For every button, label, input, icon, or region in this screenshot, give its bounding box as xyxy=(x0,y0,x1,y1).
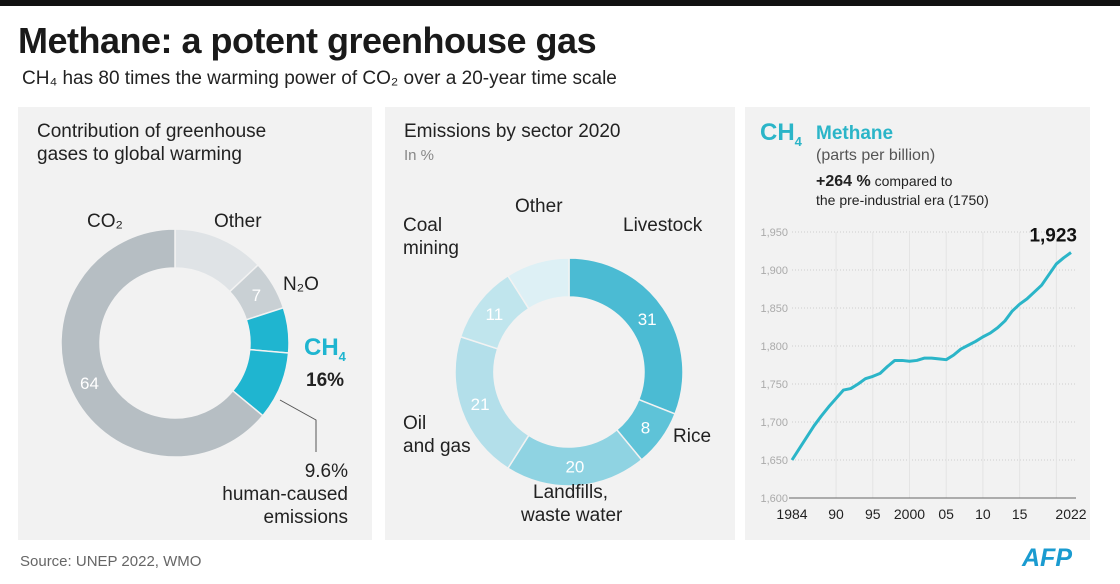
top-bar xyxy=(0,0,1120,6)
sector-donut: 31 8 20 21 11 xyxy=(454,257,684,487)
y-tick-label: 1,600 xyxy=(760,493,788,505)
label-rice: Rice xyxy=(673,426,712,447)
y-tick-label: 1,800 xyxy=(760,341,788,353)
formula-ch4: CH4 xyxy=(760,119,802,149)
y-tick-label: 1,950 xyxy=(760,227,788,239)
afp-logo: AFP xyxy=(1022,544,1072,572)
panel-title: Emissions by sector 2020 xyxy=(404,121,621,142)
label-human-line2: emissions xyxy=(263,507,348,528)
data-label: 11 xyxy=(486,305,504,324)
data-label: 21 xyxy=(471,395,490,414)
panel-sectors: Emissions by sector 2020 In % 31 8 20 21 11 … xyxy=(385,107,735,540)
label-human-value: 9.6% xyxy=(304,461,348,482)
data-label: 31 xyxy=(638,310,657,329)
slice-other xyxy=(506,257,570,310)
formula-sub: 4 xyxy=(794,133,802,149)
data-label: 8 xyxy=(641,419,650,438)
chart-note-2: the pre-industrial era (1750) xyxy=(816,192,989,208)
x-tick-label: 2000 xyxy=(894,506,925,522)
label-coal-1: Coal xyxy=(403,215,443,236)
page-subtitle: CH₄ has 80 times the warming power of CO… xyxy=(22,68,617,89)
contribution-donut: 7 64 xyxy=(60,228,317,458)
page-title: Methane: a potent greenhouse gas xyxy=(18,20,597,61)
label-other: Other xyxy=(214,211,262,232)
label-co2: CO₂ xyxy=(87,211,123,232)
ch4-text: CH xyxy=(304,334,339,361)
data-label: 64 xyxy=(80,374,99,393)
note-text: compared to xyxy=(874,173,953,189)
label-n2o: N₂O xyxy=(283,274,319,295)
y-tick-label: 1,850 xyxy=(760,303,788,315)
label-other: Other xyxy=(515,196,563,217)
panel-contribution: Contribution of greenhouse gases to glob… xyxy=(18,107,372,540)
label-landfills-2: waste water xyxy=(521,505,623,526)
y-tick-label: 1,700 xyxy=(760,417,788,429)
formula-text: CH xyxy=(760,119,795,146)
label-landfills-1: Landfills, xyxy=(533,482,608,503)
slice-co- xyxy=(60,228,264,458)
chart-note: +264 % compared to xyxy=(816,173,952,191)
note-bold: +264 % xyxy=(816,173,871,190)
end-value-label: 1,923 xyxy=(1029,226,1077,247)
label-ch4: CH4 xyxy=(304,336,346,368)
x-tick-label: 05 xyxy=(938,506,954,522)
label-oil-2: and gas xyxy=(403,436,471,457)
y-tick-label: 1,650 xyxy=(760,455,788,467)
x-tick-label: 2022 xyxy=(1055,506,1086,522)
methane-line-chart: 1,600 1,650 1,700 1,750 1,800 1,850 1,900 1,950… xyxy=(760,226,1086,522)
panel-methane: CH4 Methane (parts per billion) +264 % c… xyxy=(745,107,1090,540)
x-tick-label: 15 xyxy=(1012,506,1028,522)
label-livestock: Livestock xyxy=(623,215,703,236)
label-human-line1: human-caused xyxy=(222,484,348,505)
chart-title: Methane xyxy=(816,123,894,144)
data-label: 7 xyxy=(252,286,261,305)
slice-livestock xyxy=(568,257,684,415)
panel-title: Contribution of greenhouse gases to glob… xyxy=(37,121,267,165)
chart-unit: (parts per billion) xyxy=(816,147,936,164)
source-note: Source: UNEP 2022, WMO xyxy=(20,553,202,570)
data-label: 20 xyxy=(565,457,584,476)
methane-series-line xyxy=(790,251,1072,461)
y-tick-label: 1,750 xyxy=(760,379,788,391)
x-tick-label: 1984 xyxy=(776,506,807,522)
x-tick-label: 10 xyxy=(975,506,991,522)
panel-subtitle: In % xyxy=(404,147,435,164)
x-tick-label: 95 xyxy=(865,506,881,522)
y-tick-label: 1,900 xyxy=(760,265,788,277)
x-tick-label: 90 xyxy=(828,506,844,522)
ch4-sub: 4 xyxy=(338,348,346,364)
label-ch4-total: 16% xyxy=(306,370,345,391)
leader-line xyxy=(279,399,317,452)
label-coal-2: mining xyxy=(403,238,459,259)
label-oil-1: Oil xyxy=(403,413,427,434)
